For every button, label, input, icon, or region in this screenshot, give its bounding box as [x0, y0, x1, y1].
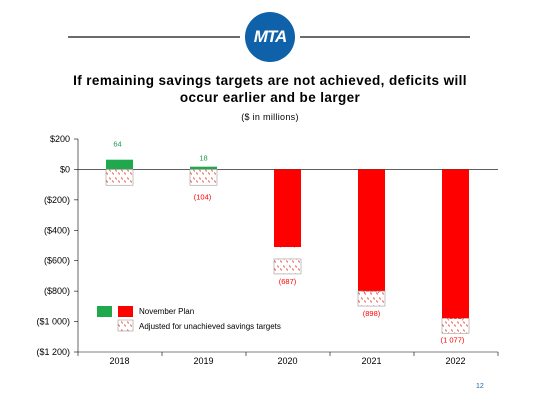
data-label-adjusted: (898)	[363, 309, 381, 318]
bar-november-plan	[190, 166, 217, 170]
bar-adjusted-savings	[105, 169, 134, 186]
x-tick-label: 2021	[361, 356, 381, 366]
bar-adjusted-savings	[441, 317, 470, 334]
legend-swatch-adjusted	[117, 319, 134, 332]
y-tick-label: $0	[60, 164, 70, 174]
bar-adjusted-savings	[357, 290, 386, 307]
bar-adjusted-savings	[189, 169, 218, 186]
y-tick-label: ($200)	[44, 195, 70, 205]
legend-swatch-negative	[118, 306, 133, 317]
data-label-adjusted: (1 077)	[441, 335, 465, 344]
x-tick-label: 2019	[193, 356, 213, 366]
data-label-adjusted: (104)	[194, 192, 212, 201]
x-tick-label: 2018	[109, 356, 129, 366]
bar-november-plan	[442, 169, 469, 321]
y-tick-label: ($600)	[44, 256, 70, 266]
data-label-plan: (510)	[279, 239, 297, 248]
data-label-plan: (991)	[447, 312, 465, 321]
bar-adjusted-savings	[273, 258, 302, 275]
legend-swatch-positive	[97, 306, 112, 317]
mta-logo: MTA	[245, 12, 295, 62]
x-tick-label: 2020	[277, 356, 297, 366]
header-rule-right	[300, 36, 470, 38]
y-tick-label: $200	[50, 134, 70, 144]
data-label-plan: 18	[199, 154, 207, 163]
x-tick-label: 2022	[445, 356, 465, 366]
data-label-plan: (816)	[363, 285, 381, 294]
y-tick-label: ($1 200)	[36, 347, 70, 357]
bar-november-plan	[274, 169, 301, 248]
page-number: 12	[476, 383, 484, 390]
chart-subtitle: ($ in millions)	[241, 112, 299, 122]
logo-text: MTA	[253, 27, 288, 46]
header-rule-left	[68, 36, 240, 38]
data-label-adjusted: (687)	[279, 277, 297, 286]
y-tick-label: ($1 000)	[36, 317, 70, 327]
bar-november-plan	[106, 159, 133, 170]
chart-title: If remaining savings targets are not ach…	[73, 73, 467, 105]
data-label-plan: 64	[113, 140, 121, 149]
legend-label-adjusted: Adjusted for unachieved savings targets	[139, 322, 281, 331]
bar-november-plan	[358, 169, 385, 294]
y-tick-label: ($800)	[44, 286, 70, 296]
y-tick-label: ($400)	[44, 225, 70, 235]
legend-label-november-plan: November Plan	[139, 307, 194, 316]
